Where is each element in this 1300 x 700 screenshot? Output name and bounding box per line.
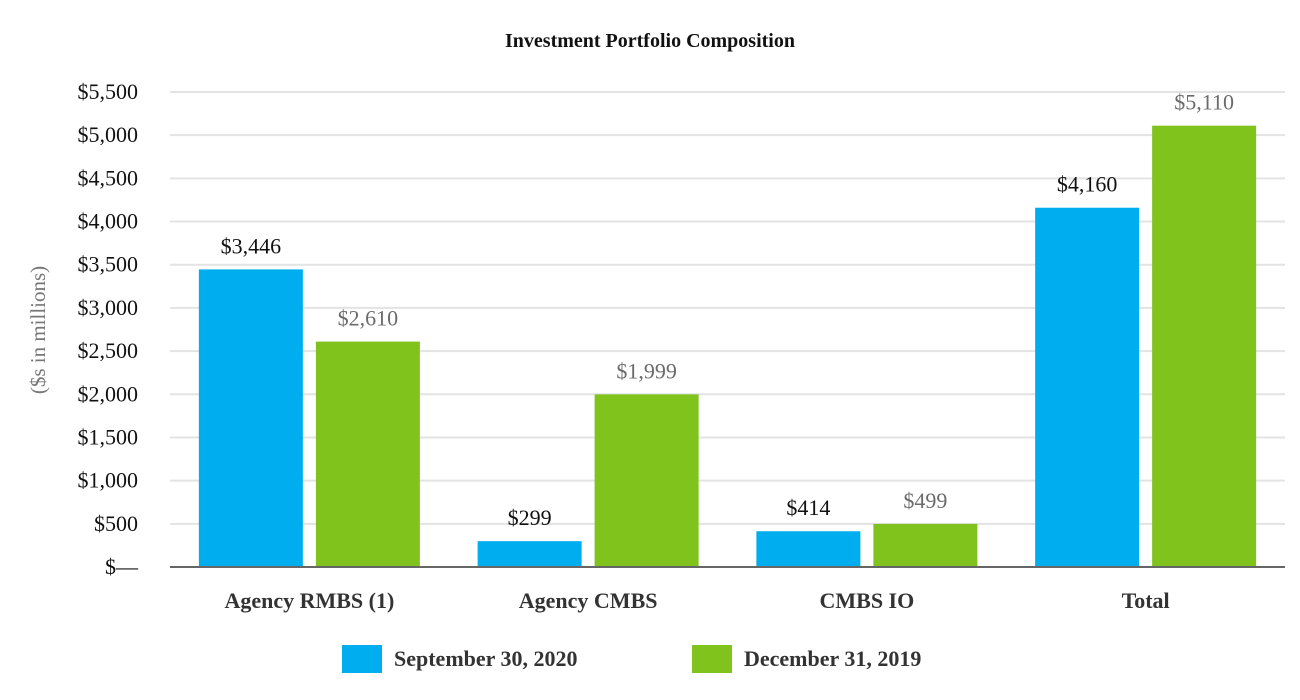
chart-title: Investment Portfolio Composition xyxy=(505,30,795,52)
bar-cmbs-io-series-0 xyxy=(756,531,861,567)
legend-label: December 31, 2019 xyxy=(744,646,922,671)
data-label: $4,160 xyxy=(1057,172,1118,197)
data-label: $499 xyxy=(903,488,947,513)
y-axis-label: ($s in millions) xyxy=(26,266,50,394)
bar-total-series-1 xyxy=(1152,125,1257,567)
x-axis: Agency RMBS (1) Agency CMBS CMBS IO Total xyxy=(170,566,1285,613)
data-label: $2,610 xyxy=(338,306,399,331)
bar-total-series-0 xyxy=(1035,207,1140,567)
y-tick-label: $1,000 xyxy=(78,468,139,493)
x-tick-label: CMBS IO xyxy=(820,588,915,613)
data-label: $3,446 xyxy=(221,233,282,258)
x-tick-label: Agency RMBS (1) xyxy=(224,588,394,613)
legend: September 30, 2020 December 31, 2019 xyxy=(0,645,1300,675)
y-tick-label: $500 xyxy=(94,511,138,536)
bars: $3,446 $2,610 $299 $1,999 $414 $499 $4,160 $5,1… xyxy=(198,90,1257,567)
bar-chart: $— $500 $1,000 $1,500 $2,000 $2,500 $3,000 $3,5… xyxy=(26,79,1285,613)
legend-label: September 30, 2020 xyxy=(394,646,578,671)
legend-swatch-green xyxy=(692,645,732,673)
y-tick-label: $1,500 xyxy=(78,424,139,449)
y-axis: $— $500 $1,000 $1,500 $2,000 $2,500 $3,000 $3,5… xyxy=(78,79,140,579)
bar-agency-rmbs-1-series-0 xyxy=(198,269,303,567)
data-label: $5,110 xyxy=(1174,90,1234,115)
legend-item-december-31-2019: December 31, 2019 xyxy=(692,645,921,673)
legend-item-september-30-2020: September 30, 2020 xyxy=(342,645,578,673)
y-tick-label: $3,000 xyxy=(78,295,139,320)
bar-cmbs-io-series-1 xyxy=(873,523,978,567)
bar-agency-rmbs-1-series-1 xyxy=(315,341,420,567)
bar-agency-cmbs-series-0 xyxy=(477,541,582,567)
legend-swatch-blue xyxy=(342,645,382,673)
x-tick-label: Agency CMBS xyxy=(519,588,658,613)
y-tick-label: $5,000 xyxy=(78,122,139,147)
bar-agency-cmbs-series-1 xyxy=(594,394,699,567)
y-tick-label: $2,500 xyxy=(78,338,139,363)
y-tick-label: $4,500 xyxy=(78,165,139,190)
y-tick-label: $2,000 xyxy=(78,381,139,406)
y-tick-label: $5,500 xyxy=(78,79,139,104)
x-tick-label: Total xyxy=(1122,588,1170,613)
y-tick-label: $4,000 xyxy=(78,209,139,234)
y-tick-label: $— xyxy=(105,554,139,579)
data-label: $1,999 xyxy=(616,358,677,383)
data-label: $299 xyxy=(508,505,552,530)
y-tick-label: $3,500 xyxy=(78,252,139,277)
data-label: $414 xyxy=(786,495,830,520)
